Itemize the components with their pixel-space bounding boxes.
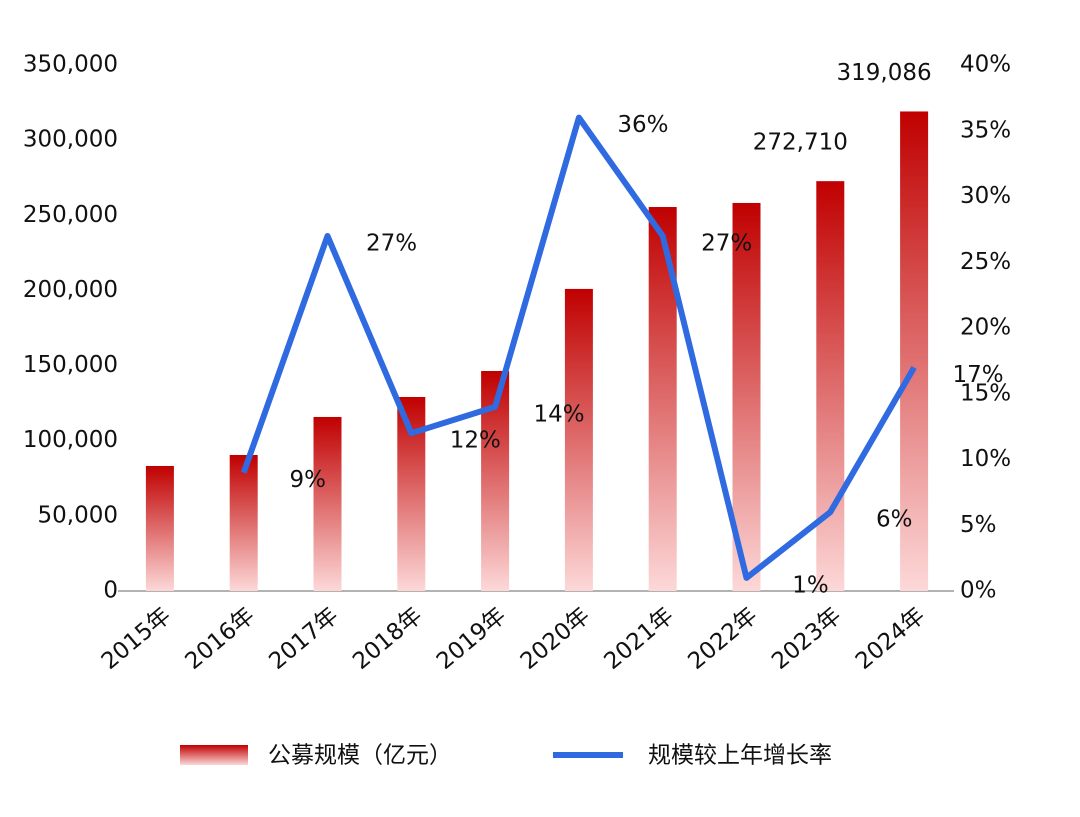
bar-value-label: 272,710 <box>753 130 848 156</box>
y2-tick-label: 25% <box>960 249 1011 275</box>
y2-tick-label: 10% <box>960 446 1011 472</box>
bar <box>229 454 258 591</box>
y2-tick-label: 15% <box>960 380 1011 406</box>
line-value-label: 1% <box>792 572 829 598</box>
line-value-label: 17% <box>953 362 1004 388</box>
y-tick-label: 200,000 <box>23 277 118 303</box>
y-tick-label: 250,000 <box>23 202 118 228</box>
line-value-label: 36% <box>617 112 668 138</box>
y-tick-label: 300,000 <box>23 127 118 153</box>
bar <box>313 416 342 591</box>
bar <box>816 181 845 591</box>
y-tick-label: 100,000 <box>23 427 118 453</box>
x-tick-label: 2018年 <box>348 603 427 675</box>
legend-label: 规模较上年增长率 <box>648 743 832 769</box>
line-value-label: 12% <box>450 428 501 454</box>
y-tick-label: 0 <box>103 578 118 604</box>
y2-tick-label: 30% <box>960 183 1011 209</box>
line-value-label: 27% <box>366 230 417 256</box>
x-tick-label: 2023年 <box>767 603 846 675</box>
x-tick-label: 2016年 <box>181 603 260 675</box>
x-tick-label: 2019年 <box>432 603 511 675</box>
y2-tick-label: 20% <box>960 315 1011 341</box>
line-value-label: 27% <box>701 230 752 256</box>
x-tick-label: 2024年 <box>851 603 930 675</box>
bar <box>732 202 761 591</box>
legend-swatch <box>180 745 248 765</box>
line <box>240 114 917 581</box>
bar <box>900 111 929 592</box>
bar <box>564 288 593 591</box>
x-tick-label: 2020年 <box>516 603 595 675</box>
y2-tick-label: 0% <box>960 578 997 604</box>
line-value-label: 14% <box>534 401 585 427</box>
y-tick-label: 50,000 <box>38 502 118 528</box>
x-tick-label: 2021年 <box>600 603 679 675</box>
y2-tick-label: 35% <box>960 117 1011 143</box>
x-tick-label: 2017年 <box>264 603 343 675</box>
y-tick-label: 350,000 <box>23 52 118 78</box>
y2-tick-label: 40% <box>960 52 1011 78</box>
line-value-label: 6% <box>876 507 913 533</box>
y2-tick-label: 5% <box>960 512 997 538</box>
line-value-label: 9% <box>289 467 326 493</box>
bar-value-label: 319,086 <box>837 60 932 86</box>
y-tick-label: 150,000 <box>23 352 118 378</box>
legend-label: 公募规模（亿元） <box>268 743 452 769</box>
x-tick-label: 2015年 <box>97 603 176 675</box>
bar <box>145 465 174 591</box>
x-tick-label: 2022年 <box>683 603 762 675</box>
